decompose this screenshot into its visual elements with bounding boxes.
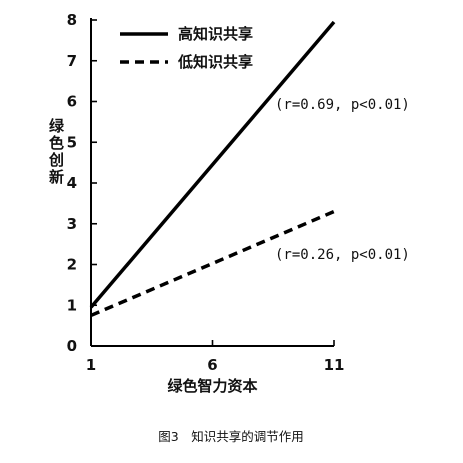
y-tick-label: 1 [67, 296, 77, 314]
x-tick-label: 11 [324, 356, 345, 374]
y-tick-label: 4 [67, 174, 77, 192]
figure-caption: 图3 知识共享的调节作用 [158, 429, 303, 444]
x-tick-label: 1 [86, 356, 96, 374]
series-layer [89, 20, 336, 318]
series-annotation-0: (r=0.69, p<0.01) [275, 97, 410, 113]
series-annotation-1: (r=0.26, p<0.01) [275, 247, 410, 263]
annotations: (r=0.69, p<0.01) (r=0.26, p<0.01) [275, 97, 410, 263]
series-line-high-knowledge-sharing [89, 20, 336, 309]
y-tick-label: 3 [67, 215, 77, 233]
y-axis-title: 绿色创新 [47, 117, 65, 186]
y-tick-label: 8 [67, 11, 77, 29]
y-tick-label: 7 [67, 52, 77, 70]
x-axis-title: 绿色智力资本 [167, 377, 257, 395]
y-tick-label: 6 [67, 93, 77, 111]
legend-label-0: 高知识共享 [178, 25, 253, 43]
legend-label-1: 低知识共享 [177, 53, 253, 71]
y-tick-label: 5 [67, 133, 77, 151]
y-tick-label: 0 [67, 337, 77, 355]
y-tick-label: 2 [67, 256, 77, 274]
x-tick-label: 6 [207, 356, 217, 374]
